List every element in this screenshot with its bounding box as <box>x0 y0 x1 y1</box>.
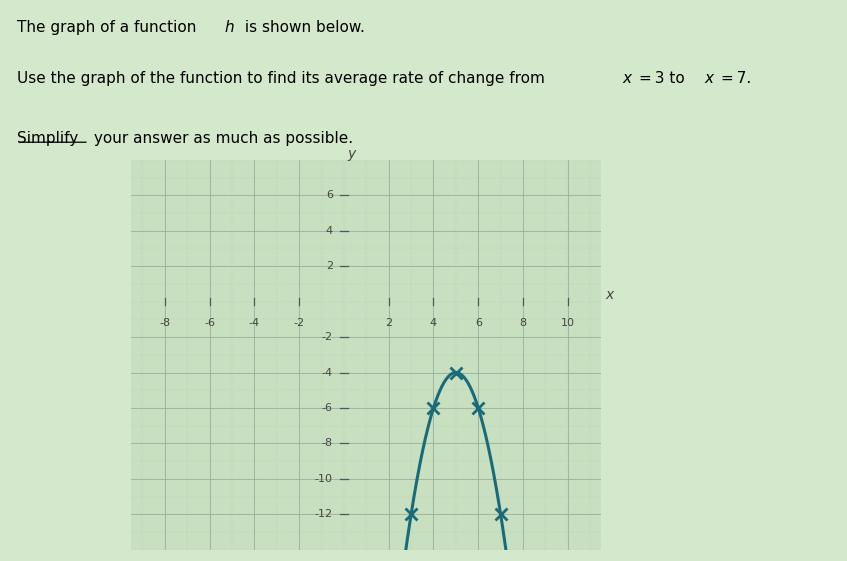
Text: y: y <box>347 147 356 161</box>
Text: x: x <box>606 288 614 302</box>
Text: 10: 10 <box>561 318 575 328</box>
Text: -12: -12 <box>314 509 333 519</box>
Text: 2: 2 <box>385 318 392 328</box>
Text: is shown below.: is shown below. <box>240 20 364 35</box>
Text: -6: -6 <box>322 403 333 413</box>
Text: -4: -4 <box>249 318 260 328</box>
Text: 4: 4 <box>325 226 333 236</box>
Text: -2: -2 <box>294 318 305 328</box>
Text: Simplify: Simplify <box>17 131 78 146</box>
Text: = 7.: = 7. <box>718 71 751 86</box>
Text: 4: 4 <box>430 318 437 328</box>
Text: -2: -2 <box>322 332 333 342</box>
Text: x: x <box>623 71 632 86</box>
Text: 2: 2 <box>325 261 333 271</box>
Text: 8: 8 <box>519 318 527 328</box>
Text: -6: -6 <box>204 318 215 328</box>
Text: 6: 6 <box>475 318 482 328</box>
Text: your answer as much as possible.: your answer as much as possible. <box>89 131 353 146</box>
Text: x: x <box>705 71 714 86</box>
Text: -8: -8 <box>322 439 333 448</box>
Text: = 3 to: = 3 to <box>636 71 689 86</box>
Text: -10: -10 <box>315 474 333 484</box>
Text: The graph of a function: The graph of a function <box>17 20 202 35</box>
Text: h: h <box>224 20 234 35</box>
Text: 6: 6 <box>326 190 333 200</box>
Text: -8: -8 <box>159 318 170 328</box>
Text: -4: -4 <box>322 367 333 378</box>
Text: Use the graph of the function to find its average rate of change from: Use the graph of the function to find it… <box>17 71 550 86</box>
